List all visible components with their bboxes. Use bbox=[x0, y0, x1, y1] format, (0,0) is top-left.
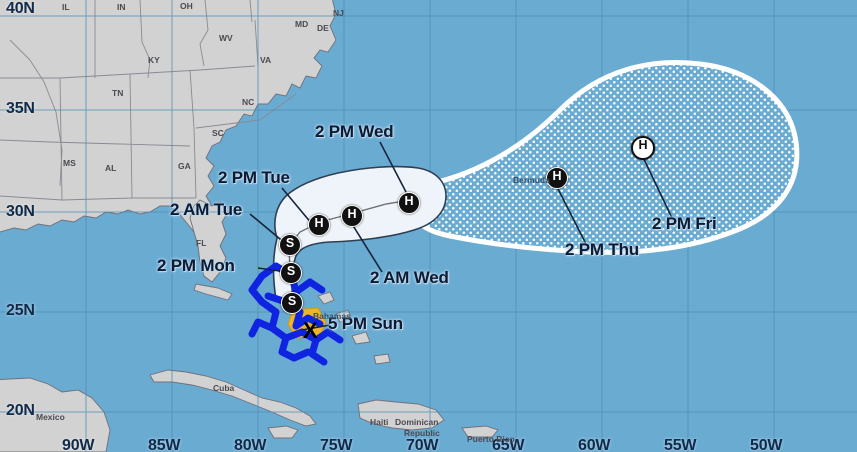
forecast-marker-fri[interactable]: H bbox=[631, 136, 655, 160]
geo-label-haiti: Haiti bbox=[370, 417, 389, 427]
geo-label-dominican: Dominican bbox=[395, 417, 439, 427]
leader-thu bbox=[555, 184, 587, 245]
lon-label-75w: 75W bbox=[320, 437, 353, 452]
geo-label-bahamas: Bahamas bbox=[313, 311, 351, 321]
land-florida bbox=[189, 199, 229, 283]
forecast-label-sun: 5 PM Sun bbox=[328, 314, 403, 333]
forecast-marker-wed-pm2[interactable]: H bbox=[398, 192, 420, 214]
forecast-cone-day45 bbox=[413, 60, 800, 255]
forecast-label-fri: 2 PM Fri bbox=[652, 214, 717, 233]
land-florida-keys bbox=[193, 283, 233, 301]
geo-label-fl: FL bbox=[196, 238, 207, 248]
land-mexico-yucatan bbox=[0, 377, 111, 452]
forecast-label-thu: 2 PM Thu bbox=[565, 240, 639, 259]
geo-label-nj: NJ bbox=[333, 8, 344, 18]
lat-label-20n: 20N bbox=[6, 402, 35, 419]
lat-label-30n: 30N bbox=[6, 203, 35, 220]
geo-label-ky: KY bbox=[148, 55, 160, 65]
forecast-marker-tue-am[interactable]: S bbox=[279, 234, 301, 256]
geo-label-wv: WV bbox=[219, 33, 233, 43]
geo-label-bermuda: Bermuda bbox=[513, 175, 550, 185]
leader-wed-am bbox=[351, 223, 383, 273]
forecast-label-tue-pm: 2 PM Tue bbox=[218, 168, 290, 187]
geo-label-ms: MS bbox=[63, 158, 76, 168]
geo-label-tn: TN bbox=[112, 88, 124, 98]
lon-label-60w: 60W bbox=[578, 437, 611, 452]
geo-label-ga: GA bbox=[178, 161, 191, 171]
land-jamaica bbox=[267, 425, 299, 439]
lon-label-55w: 55W bbox=[664, 437, 697, 452]
geo-label-va: VA bbox=[260, 55, 272, 65]
leader-fri bbox=[641, 154, 673, 219]
forecast-marker-wed-pm[interactable]: H bbox=[341, 205, 363, 227]
lon-label-90w: 90W bbox=[62, 437, 95, 452]
lat-label-25n: 25N bbox=[6, 302, 35, 319]
geo-label-oh: OH bbox=[180, 1, 193, 11]
lon-label-70w: 70W bbox=[406, 437, 439, 452]
forecast-marker-mon[interactable]: S bbox=[280, 262, 302, 284]
leader-sun bbox=[301, 324, 331, 331]
geo-label-md: MD bbox=[295, 19, 309, 29]
geo-label-cuba: Cuba bbox=[213, 383, 235, 393]
lon-label-65w: 65W bbox=[492, 437, 525, 452]
geo-label-il: IL bbox=[62, 2, 70, 12]
lon-label-85w: 85W bbox=[148, 437, 181, 452]
geo-label-nc: NC bbox=[242, 97, 255, 107]
lon-label-50w: 50W bbox=[750, 437, 783, 452]
forecast-marker-wed-am[interactable]: H bbox=[308, 214, 330, 236]
forecast-marker-thu[interactable]: H bbox=[546, 167, 568, 189]
forecast-label-wed-pm: 2 PM Wed bbox=[315, 122, 394, 141]
lon-label-80w: 80W bbox=[234, 437, 267, 452]
geo-label-puerto-rico: Puerto Rico bbox=[467, 434, 515, 444]
geo-label-mexico: Mexico bbox=[36, 412, 65, 422]
geo-label-al: AL bbox=[105, 163, 117, 173]
tropical-storm-warning-lines bbox=[248, 262, 344, 366]
geo-label-sc: SC bbox=[212, 128, 224, 138]
lat-label-40n: 40N bbox=[6, 0, 35, 17]
leader-wed-pm bbox=[379, 141, 407, 193]
land-hispaniola bbox=[357, 399, 445, 431]
geo-label-republic: Republic bbox=[404, 428, 440, 438]
forecast-track-line bbox=[288, 199, 411, 331]
forecast-marker-tue-pm[interactable]: S bbox=[281, 292, 303, 314]
forecast-label-mon: 2 PM Mon bbox=[157, 256, 235, 275]
geo-label-de: DE bbox=[317, 23, 329, 33]
leader-tue-pm bbox=[281, 187, 313, 225]
forecast-label-wed-am: 2 AM Wed bbox=[370, 268, 449, 287]
lat-label-35n: 35N bbox=[6, 100, 35, 117]
land-puerto-rico bbox=[461, 425, 499, 438]
geo-label-in: IN bbox=[117, 2, 126, 12]
forecast-label-tue-am: 2 AM Tue bbox=[170, 200, 243, 219]
current-position-marker[interactable]: X bbox=[303, 318, 318, 343]
